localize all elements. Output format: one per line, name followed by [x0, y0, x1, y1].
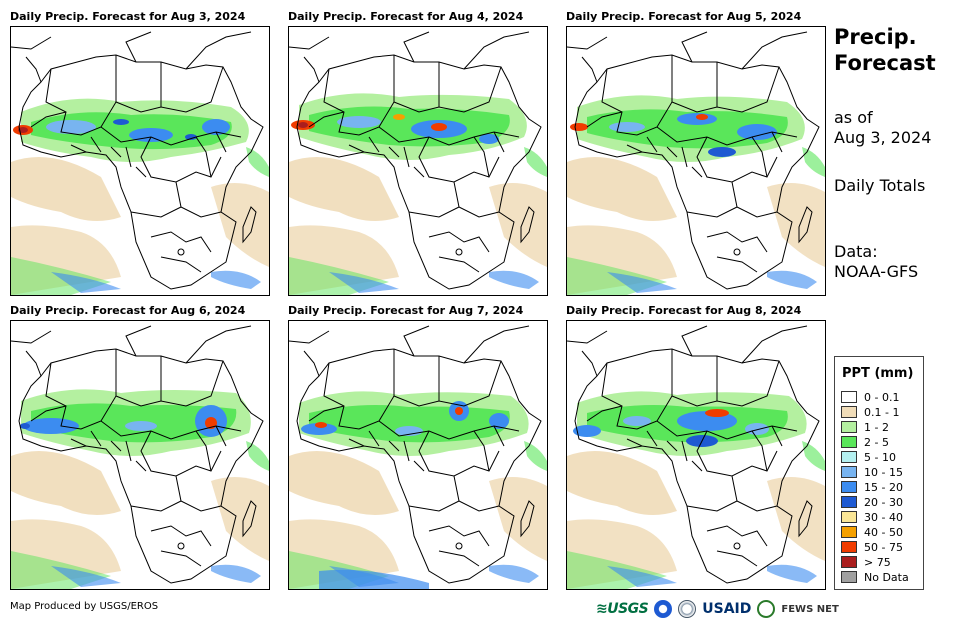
legend-swatch: [841, 556, 857, 568]
legend-item: 40 - 50: [841, 525, 903, 539]
precip-map: [566, 320, 826, 590]
legend-label: 30 - 40: [864, 510, 903, 524]
partner-logos: ≋USGS USAID FEWS NET: [596, 598, 839, 620]
panel-title: Daily Precip. Forecast for Aug 5, 2024: [566, 10, 802, 23]
precip-map: [288, 26, 548, 296]
side-title-line2: Forecast: [834, 51, 936, 75]
legend-item: 20 - 30: [841, 495, 903, 509]
legend-label: 40 - 50: [864, 525, 903, 539]
panel-title: Daily Precip. Forecast for Aug 6, 2024: [10, 304, 246, 317]
side-title: Precip. Forecast: [834, 24, 936, 76]
fews-globe-icon: [757, 600, 776, 618]
legend-swatch: [841, 526, 857, 538]
legend-label: No Data: [864, 570, 909, 584]
africa-map: [567, 27, 825, 295]
side-title-line1: Precip.: [834, 25, 917, 49]
as-of-line1: as of: [834, 108, 873, 127]
legend-swatch: [841, 571, 857, 583]
fews-net-logo: FEWS NET: [781, 603, 839, 615]
legend-swatch: [841, 496, 857, 508]
legend-item: 0.1 - 1: [841, 405, 899, 419]
legend-label: 5 - 10: [864, 450, 896, 464]
legend-swatch: [841, 421, 857, 433]
legend-swatch: [841, 451, 857, 463]
usgs-logo: ≋USGS: [596, 601, 649, 617]
legend-item: > 75: [841, 555, 891, 569]
legend-item: 0 - 0.1: [841, 390, 899, 404]
legend-item: 50 - 75: [841, 540, 903, 554]
daily-totals-label: Daily Totals: [834, 176, 926, 195]
legend-swatch: [841, 481, 857, 493]
legend-label: 15 - 20: [864, 480, 903, 494]
credit-text: Map Produced by USGS/EROS: [10, 601, 159, 612]
legend-item: 15 - 20: [841, 480, 903, 494]
legend-item: No Data: [841, 570, 909, 584]
as-of-label: as of Aug 3, 2024: [834, 108, 931, 148]
legend-swatch: [841, 391, 857, 403]
legend-swatch: [841, 436, 857, 448]
precip-map: [10, 320, 270, 590]
legend-item: 2 - 5: [841, 435, 889, 449]
panel-title: Daily Precip. Forecast for Aug 4, 2024: [288, 10, 524, 23]
legend-label: 10 - 15: [864, 465, 903, 479]
legend-label: 0 - 0.1: [864, 390, 900, 404]
legend-swatch: [841, 466, 857, 478]
panel-title: Daily Precip. Forecast for Aug 7, 2024: [288, 304, 524, 317]
africa-map: [11, 27, 269, 295]
legend-item: 1 - 2: [841, 420, 889, 434]
data-source-line1: Data:: [834, 242, 878, 261]
legend-label: 20 - 30: [864, 495, 903, 509]
africa-map: [289, 321, 547, 589]
africa-map: [567, 321, 825, 589]
precip-map: [10, 26, 270, 296]
legend-swatch: [841, 511, 857, 523]
africa-map: [11, 321, 269, 589]
legend-label: 1 - 2: [864, 420, 889, 434]
legend-item: 30 - 40: [841, 510, 903, 524]
legend-item: 10 - 15: [841, 465, 903, 479]
noaa-seal-icon: [654, 600, 673, 618]
legend-label: > 75: [864, 555, 891, 569]
panel-title: Daily Precip. Forecast for Aug 8, 2024: [566, 304, 802, 317]
as-of-line2: Aug 3, 2024: [834, 128, 932, 147]
precip-map: [566, 26, 826, 296]
precip-map: [288, 320, 548, 590]
legend-label: 2 - 5: [864, 435, 889, 449]
legend-item: 5 - 10: [841, 450, 896, 464]
legend-label: 0.1 - 1: [864, 405, 900, 419]
africa-map: [289, 27, 547, 295]
legend-label: 50 - 75: [864, 540, 903, 554]
legend-swatch: [841, 406, 857, 418]
data-source-label: Data: NOAA-GFS: [834, 242, 918, 282]
usaid-logo: USAID: [702, 601, 752, 617]
state-dept-seal-icon: [678, 600, 697, 618]
data-source-line2: NOAA-GFS: [834, 262, 919, 281]
legend-swatch: [841, 541, 857, 553]
panel-title: Daily Precip. Forecast for Aug 3, 2024: [10, 10, 246, 23]
legend-title: PPT (mm): [842, 366, 914, 381]
